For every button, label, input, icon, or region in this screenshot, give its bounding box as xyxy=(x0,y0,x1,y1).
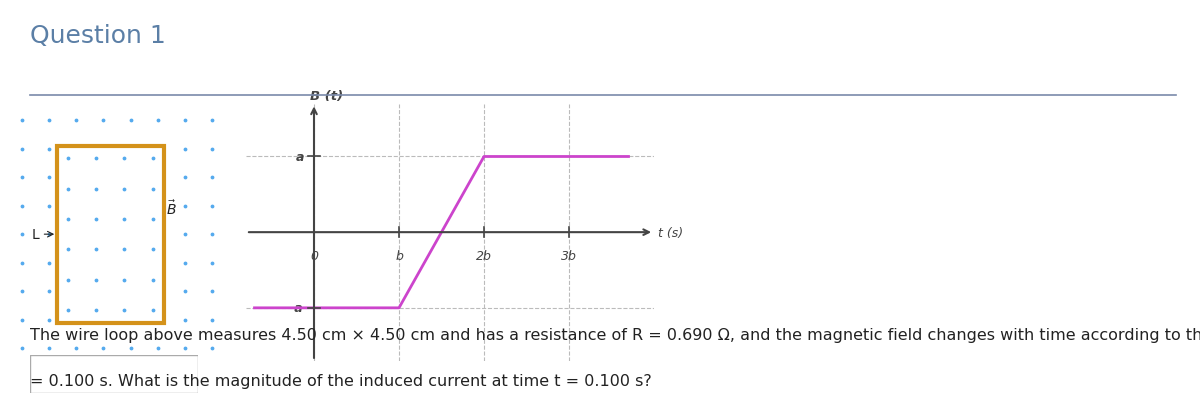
Text: 0: 0 xyxy=(310,249,318,262)
Text: -a: -a xyxy=(290,302,304,314)
Text: a: a xyxy=(295,151,304,164)
Bar xyxy=(58,146,163,323)
Text: 3b: 3b xyxy=(562,249,577,262)
Text: 2b: 2b xyxy=(476,249,492,262)
Text: Question 1: Question 1 xyxy=(30,24,166,48)
Text: L: L xyxy=(31,228,40,241)
Text: t (s): t (s) xyxy=(659,226,683,239)
Text: B (t): B (t) xyxy=(310,90,343,103)
Text: $\vec{B}$: $\vec{B}$ xyxy=(166,199,176,217)
Text: = 0.100 s. What is the magnitude of the induced current at time t = 0.100 s?: = 0.100 s. What is the magnitude of the … xyxy=(30,373,652,388)
Text: The wire loop above measures 4.50 cm × 4.50 cm and has a resistance of R = 0.690: The wire loop above measures 4.50 cm × 4… xyxy=(30,327,1200,342)
Text: b: b xyxy=(395,249,403,262)
